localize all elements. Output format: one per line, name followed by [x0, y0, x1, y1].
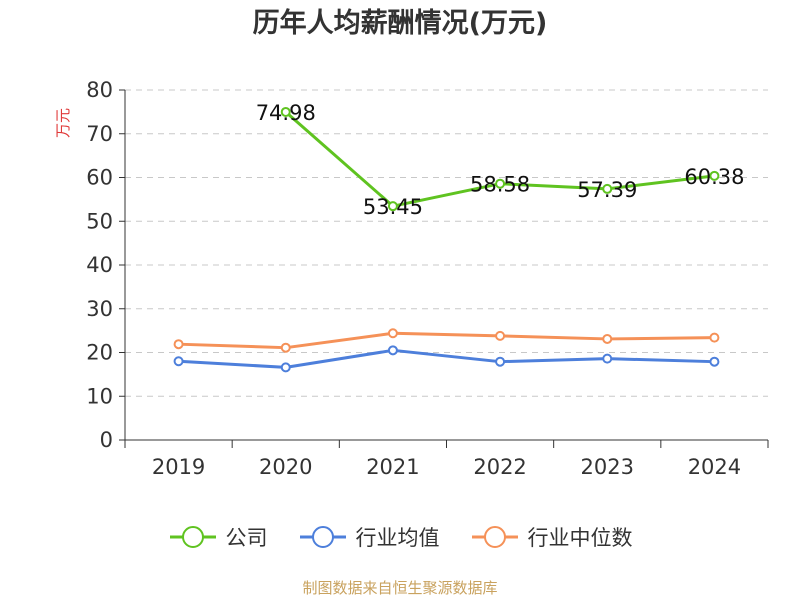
y-tick-label: 60	[86, 166, 113, 190]
y-tick-label: 80	[86, 78, 113, 102]
legend-item[interactable]: 行业均值	[298, 522, 440, 552]
data-point	[280, 362, 291, 373]
data-label: 60.38	[684, 165, 744, 189]
data-point	[495, 356, 506, 367]
data-point	[709, 356, 720, 367]
legend-label: 行业中位数	[527, 526, 633, 550]
series-line	[177, 348, 716, 369]
data-point	[280, 342, 291, 353]
data-point	[387, 328, 398, 339]
legend-swatch-marker	[483, 526, 506, 548]
source-note: 制图数据来自恒生聚源数据库	[302, 579, 498, 597]
y-tick-label: 70	[86, 122, 113, 146]
data-point	[173, 356, 184, 367]
y-tick-label: 20	[86, 341, 113, 365]
data-point	[387, 345, 398, 356]
data-point	[709, 170, 720, 181]
x-tick-label: 2019	[152, 455, 205, 479]
legend-swatch-icon	[299, 526, 346, 548]
x-tick-label: 2021	[366, 455, 419, 479]
x-tick-label: 2023	[581, 455, 634, 479]
y-tick-label: 50	[86, 209, 113, 233]
data-point	[280, 106, 291, 117]
data-label: 74.98	[256, 101, 316, 125]
data-point	[709, 332, 720, 343]
legend-item[interactable]: 行业中位数	[470, 522, 633, 552]
legend-swatch-marker	[181, 526, 204, 548]
legend-label: 公司	[225, 526, 268, 550]
data-point	[173, 339, 184, 350]
x-tick-label: 2022	[473, 455, 526, 479]
data-label: 57.39	[577, 178, 637, 202]
data-point	[602, 333, 613, 344]
y-axis-label: 万元	[54, 108, 72, 138]
legend-swatch-icon	[471, 526, 518, 548]
data-label: 53.45	[363, 195, 423, 219]
y-tick-label: 10	[86, 384, 113, 408]
line-chart: 0 10 20 30 40 50 60 70 80 2019 2020 2021 2022 2023 202…	[54, 78, 769, 479]
x-tick-label: 2020	[259, 455, 312, 479]
data-point	[602, 183, 613, 194]
legend-swatch-icon	[169, 526, 216, 548]
chart-legend: 公司 行业均值 行业中位数	[0, 519, 800, 555]
y-tick-label: 0	[100, 428, 113, 452]
data-point	[495, 178, 506, 189]
legend-swatch-marker	[311, 526, 334, 548]
chart-title: 历年人均薪酬情况(万元)	[252, 8, 548, 39]
y-tick-label: 30	[86, 297, 113, 321]
series-line	[177, 331, 716, 350]
data-point	[602, 353, 613, 364]
x-tick-label: 2024	[688, 455, 741, 479]
data-point	[387, 201, 398, 212]
data-point	[495, 330, 506, 341]
legend-item[interactable]: 公司	[168, 522, 268, 552]
legend-label: 行业均值	[355, 526, 440, 550]
data-label: 58.58	[470, 173, 530, 197]
y-tick-label: 40	[86, 253, 113, 277]
